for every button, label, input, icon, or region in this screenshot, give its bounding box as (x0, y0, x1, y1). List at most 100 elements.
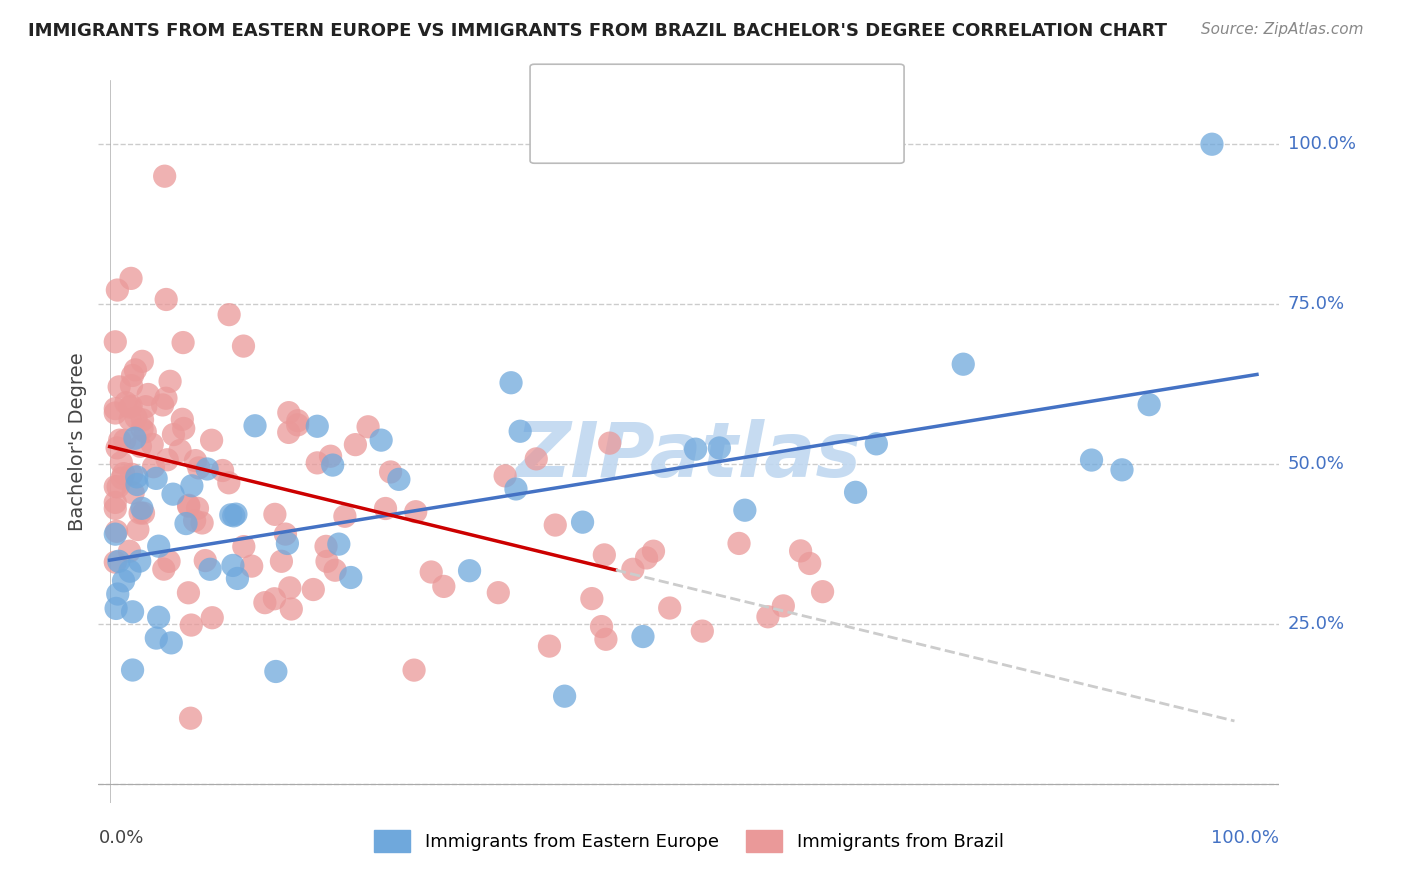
Point (307, 456, 329, 470)
Point (219, 508, 242, 522)
Point (115, 395, 138, 409)
Point (118, 400, 141, 414)
Point (186, 501, 208, 516)
Text: R = -0.330  N = 120: R = -0.330 N = 120 (581, 123, 787, 141)
Point (172, 412, 194, 426)
Point (865, 437, 887, 451)
Point (599, 436, 621, 450)
Point (131, 354, 153, 368)
Point (128, 554, 150, 568)
Point (180, 711, 202, 725)
Point (160, 636, 183, 650)
Point (177, 586, 200, 600)
Point (145, 631, 167, 645)
Point (127, 523, 149, 537)
Text: ZIPatlas: ZIPatlas (516, 419, 862, 493)
Point (357, 419, 380, 434)
Point (112, 574, 135, 588)
Point (845, 485, 868, 500)
Point (162, 487, 184, 501)
Point (195, 462, 218, 476)
Point (756, 609, 779, 624)
Text: 100.0%: 100.0% (1288, 136, 1355, 153)
Point (104, 406, 127, 420)
Point (315, 540, 337, 554)
Point (177, 500, 200, 514)
Point (218, 308, 240, 322)
Point (277, 406, 299, 420)
Point (121, 663, 143, 677)
Point (142, 459, 165, 474)
Point (118, 412, 141, 426)
Point (404, 663, 426, 677)
Point (405, 505, 427, 519)
Point (105, 283, 128, 297)
Point (388, 472, 411, 486)
Point (104, 401, 127, 416)
Point (125, 470, 148, 484)
Point (111, 471, 134, 485)
Point (280, 602, 302, 616)
Point (125, 477, 148, 491)
Point (180, 479, 202, 493)
Point (104, 501, 127, 516)
Point (129, 439, 152, 453)
Point (1111, 463, 1133, 477)
Point (187, 461, 209, 475)
Point (104, 495, 127, 509)
Point (121, 467, 143, 482)
Point (264, 665, 287, 679)
Point (131, 501, 153, 516)
Point (124, 363, 146, 377)
Point (952, 357, 974, 371)
Point (789, 544, 811, 558)
Point (132, 506, 155, 520)
Point (287, 417, 309, 432)
Point (148, 610, 170, 624)
Point (148, 539, 170, 553)
Point (155, 293, 177, 307)
Point (232, 339, 254, 353)
Point (211, 463, 233, 477)
Point (307, 419, 329, 434)
Point (494, 468, 516, 483)
Point (344, 437, 367, 451)
Point (328, 537, 350, 551)
Point (591, 619, 613, 633)
Point (200, 434, 222, 448)
Point (595, 632, 617, 647)
Point (544, 518, 567, 533)
Point (107, 587, 129, 601)
Point (155, 391, 177, 405)
Point (159, 374, 181, 388)
Point (322, 458, 344, 472)
Text: 0.0%: 0.0% (98, 829, 143, 847)
Point (121, 605, 143, 619)
Point (728, 536, 751, 550)
Point (226, 571, 249, 585)
Point (145, 471, 167, 485)
Point (709, 441, 731, 455)
Point (581, 591, 603, 606)
Point (136, 387, 159, 401)
Point (174, 516, 197, 531)
Point (278, 581, 301, 595)
Point (593, 548, 616, 562)
Point (643, 544, 665, 558)
Point (264, 508, 287, 522)
Point (118, 544, 141, 558)
Point (433, 579, 456, 593)
Point (121, 378, 143, 392)
Point (152, 398, 174, 412)
Text: Source: ZipAtlas.com: Source: ZipAtlas.com (1201, 22, 1364, 37)
Point (772, 599, 794, 613)
Point (110, 456, 132, 470)
Point (734, 503, 756, 517)
Point (509, 424, 531, 438)
Point (276, 536, 298, 550)
Point (538, 639, 561, 653)
Point (319, 449, 342, 463)
Point (1137, 398, 1160, 412)
Text: R =   0.361  N =   54: R = 0.361 N = 54 (581, 86, 808, 103)
Point (120, 271, 142, 285)
